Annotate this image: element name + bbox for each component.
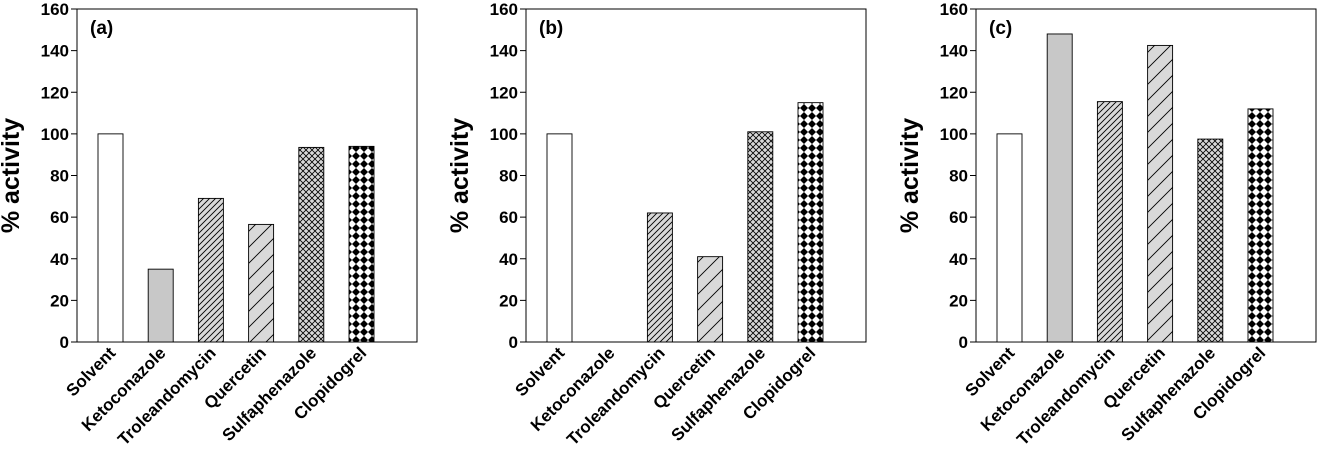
y-axis-label: % activity (446, 118, 474, 233)
bar-clopidogrel (797, 102, 824, 343)
panel-label: (b) (539, 18, 563, 39)
y-tick-label: 40 (499, 250, 518, 269)
y-tick-label: 60 (949, 208, 968, 227)
y-tick-label: 20 (50, 291, 69, 310)
y-tick-label: 80 (499, 167, 518, 186)
y-tick-label: 140 (490, 42, 518, 61)
y-tick-label: 80 (949, 167, 968, 186)
bar-solvent (546, 133, 573, 343)
y-tick-label: 160 (940, 0, 968, 19)
y-tick-label: 140 (41, 42, 69, 61)
panel-label: (a) (90, 18, 113, 39)
bar-quercetin (1147, 44, 1174, 343)
bar-ketoconazole (1046, 33, 1073, 343)
y-tick-label: 20 (949, 291, 968, 310)
y-tick-label: 80 (50, 167, 69, 186)
bar-quercetin (248, 223, 275, 343)
y-axis-label: % activity (0, 118, 25, 233)
bar-solvent (996, 133, 1023, 343)
y-tick-label: 0 (509, 333, 518, 352)
y-tick-label: 20 (499, 291, 518, 310)
y-tick-label: 40 (50, 250, 69, 269)
bar-ketoconazole (147, 268, 174, 343)
y-tick-label: 40 (949, 250, 968, 269)
y-tick-label: 140 (940, 42, 968, 61)
y-tick-label: 0 (959, 333, 968, 352)
y-tick-label: 60 (50, 208, 69, 227)
bar-sulfaphenazole (298, 146, 325, 343)
y-tick-label: 60 (499, 208, 518, 227)
y-tick-label: 160 (41, 0, 69, 19)
bar-sulfaphenazole (747, 131, 774, 343)
bar-clopidogrel (1247, 108, 1274, 343)
y-axis-label: % activity (896, 118, 924, 233)
bar-troleandomycin (1096, 101, 1123, 343)
y-tick-label: 100 (41, 125, 69, 144)
y-tick-label: 120 (940, 83, 968, 102)
bar-solvent (97, 133, 124, 343)
y-tick-label: 100 (940, 125, 968, 144)
bar-troleandomycin (646, 212, 673, 343)
y-tick-label: 120 (490, 83, 518, 102)
y-tick-label: 160 (490, 0, 518, 19)
bar-quercetin (697, 256, 724, 343)
y-tick-label: 100 (490, 125, 518, 144)
panel-label: (c) (989, 18, 1012, 39)
bar-sulfaphenazole (1197, 138, 1224, 343)
bar-clopidogrel (348, 145, 375, 343)
bar-troleandomycin (197, 197, 224, 343)
y-tick-label: 120 (41, 83, 69, 102)
y-tick-label: 0 (60, 333, 69, 352)
